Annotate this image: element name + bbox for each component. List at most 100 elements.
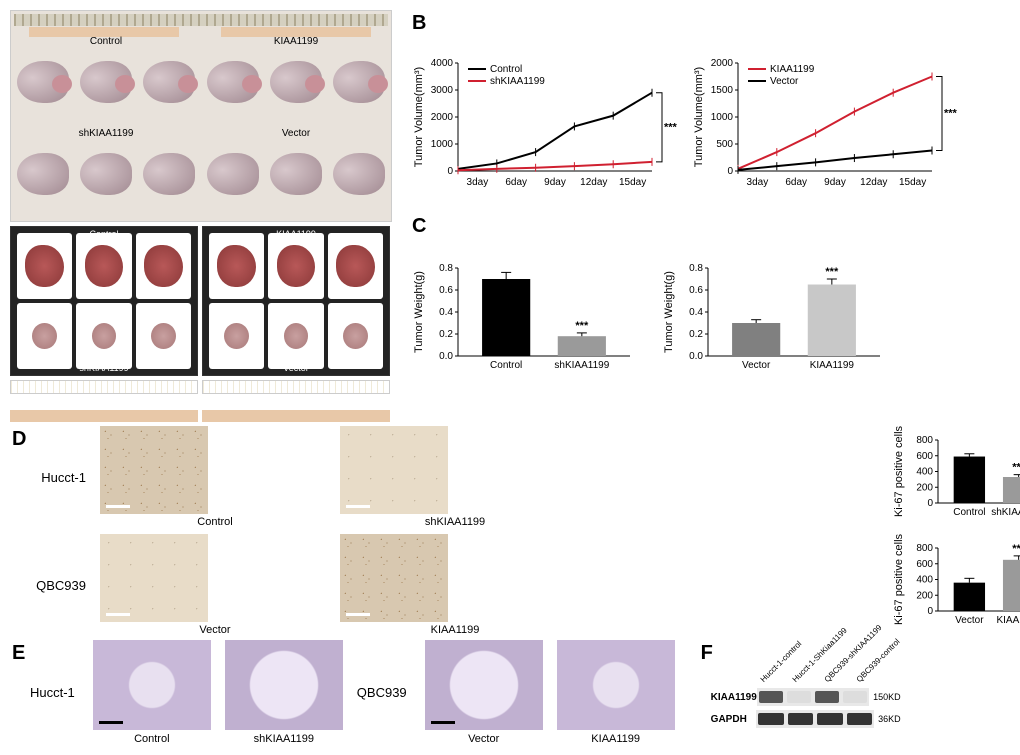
svg-text:800: 800 [916,543,933,554]
bar-chart-c-left: 0.00.20.40.60.8Tumor Weight(g)ControlshK… [410,258,640,378]
panel-f: F Hucct-1-controlHucct-1-ShKiaa1199QBC93… [711,640,901,728]
svg-text:0.0: 0.0 [439,351,453,362]
svg-text:0: 0 [927,498,933,509]
svg-text:2000: 2000 [431,112,454,123]
svg-text:KIAA1199: KIAA1199 [770,64,815,75]
western-blot: Hucct-1-controlHucct-1-ShKiaa1199QBC939-… [711,640,901,728]
he-caption: Vector [468,733,499,745]
tumor-icon [144,245,183,288]
svg-text:6day: 6day [505,177,527,188]
tumor-icon [85,245,124,288]
ihc-image-wrap: Vector [100,534,330,636]
cell-line-label: QBC939 [30,578,90,593]
svg-text:Ki-67 positive cells: Ki-67 positive cells [893,533,905,625]
ihc-caption: Vector [100,624,330,636]
mouse-icon [80,153,132,195]
ihc-image [100,426,208,514]
svg-text:shKIAA1199: shKIAA1199 [991,507,1020,518]
bar-chart-d: 0200400600800Ki-67 positive cellsControl… [890,430,1020,525]
well-plate-label: shKIAA1199 [11,363,197,373]
svg-text:0.8: 0.8 [439,263,453,274]
panel-a: A Control KIAA1199 shKIAA1199 [10,10,400,422]
wb-band-icon [817,713,843,725]
mice-photo: Control KIAA1199 shKIAA1199 Vector [10,10,392,222]
wb-strip [757,688,869,706]
svg-text:0: 0 [447,166,453,177]
figure: A Control KIAA1199 shKIAA1199 [10,10,1010,745]
mouse-icon [80,61,132,103]
bar-chart-c-right: 0.00.20.40.60.8Tumor Weight(g)VectorKIAA… [660,258,890,378]
svg-text:400: 400 [916,466,933,477]
line-chart-b-right: 0500100015002000Tumor Volume(mm³)3day6da… [690,55,950,195]
svg-text:0.8: 0.8 [689,263,703,274]
he-image [93,640,211,730]
panel-ef-row: E Hucct-1ControlshKIAA1199QBC939VectorKI… [10,640,1010,745]
panel-d: Hucct-1ControlshKIAA11990200400600800Ki-… [10,426,1010,636]
svg-text:***: *** [1012,461,1020,473]
tumor-icon [224,323,249,349]
well-plates: Control shKIAA1199 KIAA1199 Vector [10,226,390,376]
mouse-icon [333,153,385,195]
svg-text:KIAA1199: KIAA1199 [810,360,855,371]
svg-text:200: 200 [916,482,933,493]
he-image [225,640,343,730]
he-caption: Control [134,733,169,745]
svg-text:Tumor Volume(mm³): Tumor Volume(mm³) [693,66,705,166]
svg-text:9day: 9day [544,177,566,188]
tumor-icon [284,323,309,349]
svg-text:Control: Control [490,64,522,75]
tumor-icon [217,245,256,288]
he-caption: shKIAA1199 [254,733,314,745]
tumor-icon [336,245,375,288]
scale-bar-icon [99,721,123,724]
panel-d-label: D [12,428,26,451]
panel-b-label: B [412,12,426,35]
svg-text:500: 500 [716,139,733,150]
wb-band-icon [758,713,784,725]
svg-text:0.0: 0.0 [689,351,703,362]
svg-text:600: 600 [916,558,933,569]
wb-band-icon [787,691,811,703]
mouse-icon [143,61,195,103]
svg-text:shKIAA1199: shKIAA1199 [490,76,545,87]
svg-text:0.6: 0.6 [689,285,703,296]
wb-size-label: 150KD [873,692,901,702]
svg-text:1000: 1000 [431,139,454,150]
svg-text:0.4: 0.4 [439,307,453,318]
he-image [557,640,675,730]
svg-text:Control: Control [953,507,985,518]
he-image-wrap: Vector [425,640,543,745]
wb-row: GAPDH36KD [711,710,901,728]
svg-text:800: 800 [916,435,933,446]
svg-text:0.6: 0.6 [439,285,453,296]
svg-text:200: 200 [916,590,933,601]
ruler-icon [14,14,388,26]
svg-text:0.2: 0.2 [439,329,453,340]
scale-bar-icon [431,721,455,724]
well-plate-left: Control shKIAA1199 [10,226,198,376]
svg-text:6day: 6day [785,177,807,188]
tumor-icon [25,245,64,288]
svg-text:***: *** [664,121,678,133]
scale-bar-icon [346,613,370,616]
svg-text:***: *** [1012,542,1020,554]
svg-text:12day: 12day [580,177,607,188]
tumor-icon [343,323,368,349]
tumor-icon [92,323,117,349]
mouse-icon [270,153,322,195]
scale-bar-icon [106,613,130,616]
mouse-icon [333,61,385,103]
well-plate-right: KIAA1199 Vector [202,226,390,376]
he-image-wrap: shKIAA1199 [225,640,343,745]
bar-chart-d: 0200400600800Ki-67 positive cellsVectorK… [890,538,1020,633]
tape-label [10,410,390,422]
he-image [425,640,543,730]
svg-text:15day: 15day [619,177,646,188]
condition-label: shKIAA1199 [11,128,201,139]
mouse-icon [270,61,322,103]
svg-text:0: 0 [927,606,933,617]
cell-line-label: Hucct-1 [30,470,90,485]
tumor-icon [277,245,316,288]
svg-text:1000: 1000 [711,112,734,123]
condition-label: Control [11,36,201,47]
